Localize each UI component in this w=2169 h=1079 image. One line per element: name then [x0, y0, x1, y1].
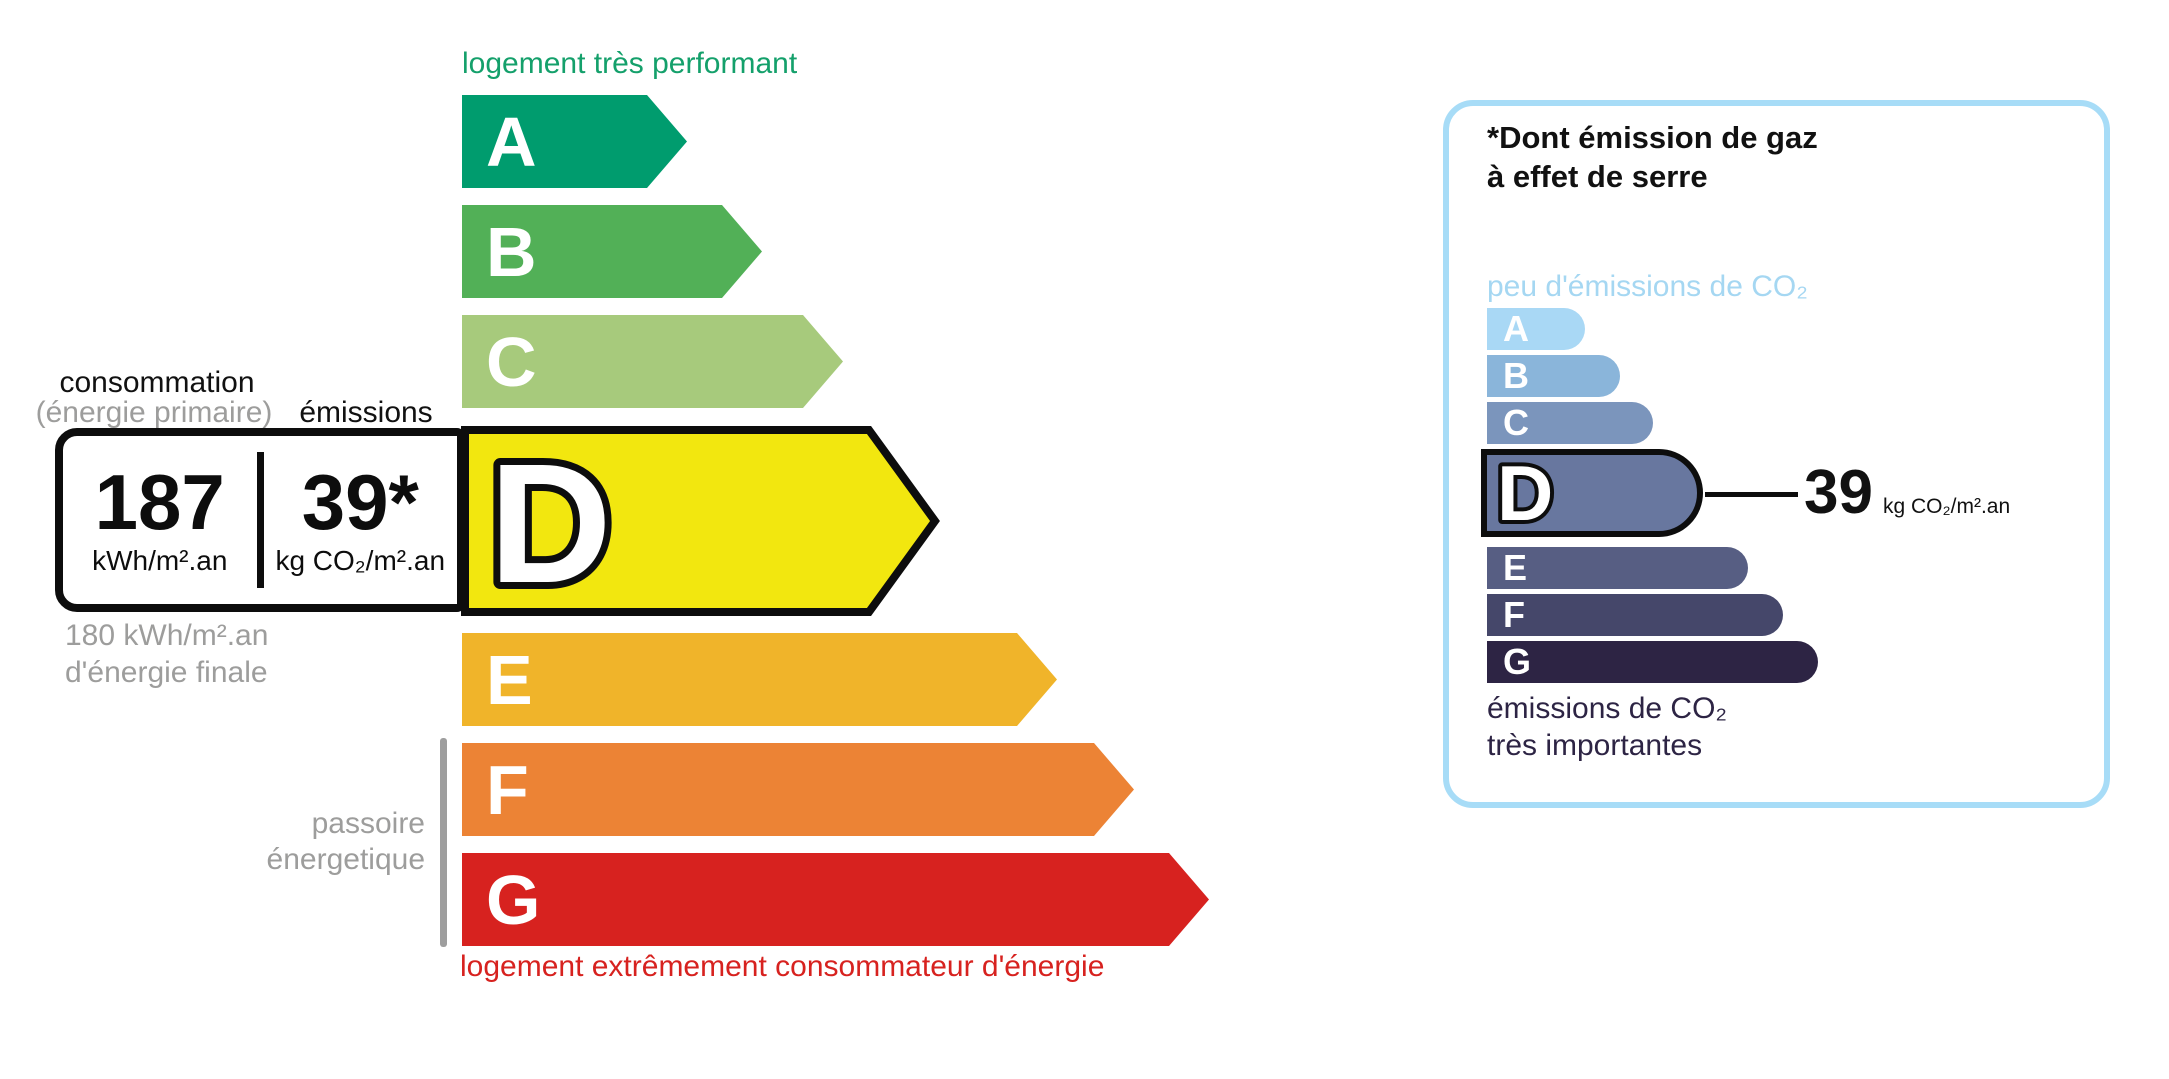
co2-panel-title-line2: à effet de serre — [1487, 159, 1708, 194]
class-letter-g: G — [1503, 641, 1532, 682]
class-letter-e: E — [1503, 547, 1528, 588]
class-letter-e: E — [486, 640, 533, 719]
final-energy-note-line1: 180 kWh/m².an — [65, 619, 269, 652]
class-letter-f: F — [1503, 594, 1525, 635]
class-letter-c: C — [1503, 402, 1529, 443]
consumption-column: 187 kWh/m².an — [63, 436, 257, 604]
class-letter-g: G — [486, 860, 541, 939]
consumption-header: consommation — [59, 366, 255, 399]
final-energy-note: 180 kWh/m².an d'énergie finale — [65, 617, 268, 691]
energy-sieve-label-line2: énergetique — [266, 843, 425, 876]
class-letter-f: F — [486, 750, 529, 829]
class-letter-a: A — [486, 102, 537, 181]
energy-sieve-bracket — [440, 738, 447, 947]
emissions-column: 39* kg CO₂/m².an — [264, 436, 458, 604]
class-letter-c: C — [486, 322, 537, 401]
energy-sieve-label-line1: passoire — [311, 807, 425, 840]
consumption-unit: kWh/m².an — [92, 545, 228, 576]
co2-bottom-caption: émissions de CO₂ très importantes — [1487, 690, 1727, 764]
energy-sieve-label: passoire énergetique — [225, 806, 425, 878]
values-divider — [256, 452, 264, 588]
consumption-subheader: (énergie primaire) — [35, 396, 273, 429]
energy-class-bar-c: C — [462, 315, 843, 408]
energy-bottom-caption: logement extrêmement consommateur d'éner… — [460, 950, 1105, 983]
energy-class-bar-g: G — [462, 853, 1209, 946]
energy-class-bar-a: A — [462, 95, 687, 188]
co2-top-caption: peu d'émissions de CO₂ — [1487, 270, 1808, 303]
co2-class-bar-e: E — [1487, 547, 1748, 589]
co2-class-bar-b: B — [1487, 355, 1620, 397]
co2-bottom-caption-line1: émissions de CO₂ — [1487, 692, 1728, 725]
class-letter-b: B — [1503, 355, 1529, 396]
energy-top-caption: logement très performant — [462, 47, 798, 80]
final-energy-note-line2: d'énergie finale — [65, 656, 268, 689]
co2-connector-line — [1705, 492, 1798, 497]
co2-current-class-pill: D — [1481, 445, 1703, 541]
energy-class-bar-b: B — [462, 205, 762, 298]
co2-class-bar-c: C — [1487, 402, 1653, 444]
co2-value-unit: kg CO₂/m².an — [1882, 495, 2011, 518]
co2-class-bar-f: F — [1487, 594, 1783, 636]
consumption-value: 187 — [94, 458, 225, 546]
emissions-header: émissions — [299, 396, 433, 429]
co2-class-bar-g: G — [1487, 641, 1818, 683]
emissions-value: 39* — [301, 458, 419, 546]
co2-panel-title-line1: *Dont émission de gaz — [1487, 120, 1818, 155]
current-class-arrow-shape — [461, 426, 940, 616]
co2-panel-title: *Dont émission de gaz à effet de serre — [1487, 118, 1818, 196]
co2-current-class-letter: D — [1497, 455, 1553, 531]
energy-class-bar-e: E — [462, 633, 1057, 726]
current-class-arrow: D — [461, 426, 940, 616]
co2-class-bar-a: A — [1487, 308, 1585, 350]
class-letter-b: B — [486, 212, 537, 291]
current-values-box: 187 kWh/m².an 39* kg CO₂/m².an — [55, 428, 465, 612]
emissions-unit: kg CO₂/m².an — [275, 545, 446, 576]
co2-bottom-caption-line2: très importantes — [1487, 729, 1703, 762]
class-letter-a: A — [1503, 308, 1529, 349]
co2-value-number: 39 — [1804, 458, 1873, 527]
co2-current-letter-svg: D — [1493, 445, 1557, 541]
current-class-letter: D — [489, 429, 612, 616]
energy-class-bar-f: F — [462, 743, 1134, 836]
co2-current-value: 39 kg CO₂/m².an — [1804, 462, 2010, 524]
